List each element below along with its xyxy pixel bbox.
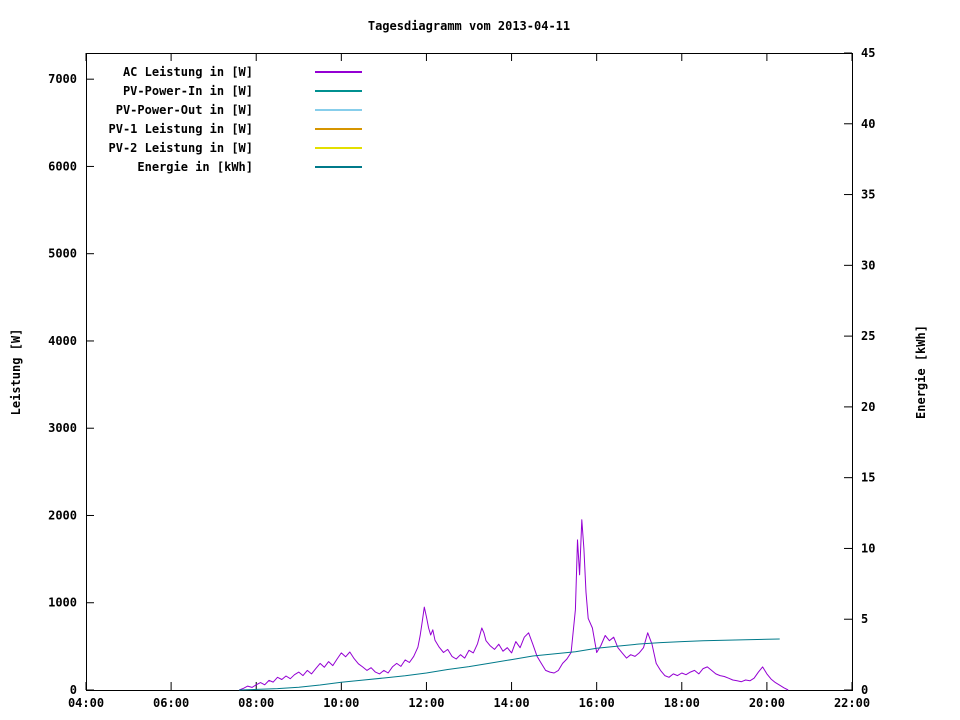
legend-item-line-sample [315, 127, 362, 130]
y-right-tick-label: 35 [861, 188, 875, 202]
y-left-tick-label: 1000 [48, 596, 77, 610]
y-right-tick-label: 30 [861, 258, 875, 272]
legend-item: PV-Power-Out in [W] [95, 100, 362, 119]
y-right-tick-label: 5 [861, 612, 868, 626]
series-ac-leistung-in-w [239, 519, 789, 691]
x-tick-label: 08:00 [238, 696, 274, 710]
legend-item-line-sample [315, 108, 362, 111]
y-left-tick-label: 7000 [48, 72, 77, 86]
x-tick-label: 20:00 [749, 696, 785, 710]
legend-item-label: Energie in [kWh] [137, 159, 253, 174]
y-right-tick-label: 15 [861, 471, 875, 485]
legend-item-label: PV-1 Leistung in [W] [108, 121, 254, 136]
legend-item-label: AC Leistung in [W] [122, 64, 253, 79]
plot-frame [86, 53, 853, 691]
x-tick-label: 18:00 [664, 696, 700, 710]
legend-item-line-sample [315, 165, 362, 168]
x-tick-label: 10:00 [323, 696, 359, 710]
legend-item-line-sample [315, 89, 362, 92]
legend-item: Energie in [kWh] [95, 157, 362, 176]
y-left-tick-label: 3000 [48, 421, 77, 435]
legend-item-label: PV-2 Leistung in [W] [108, 140, 254, 155]
y-left-tick-label: 0 [70, 683, 77, 697]
legend-item-line-sample [315, 146, 362, 149]
legend-item: PV-1 Leistung in [W] [95, 119, 362, 138]
y-right-tick-label: 20 [861, 400, 875, 414]
x-tick-label: 14:00 [493, 696, 529, 710]
legend-item-line-sample [315, 70, 362, 73]
legend-item: PV-2 Leistung in [W] [95, 138, 362, 157]
y-right-ticks: 0 5 10 15 20 25 30 35 40 45 [844, 46, 875, 697]
y-left-tick-label: 6000 [48, 159, 77, 173]
y-right-tick-label: 0 [861, 683, 868, 697]
y-left-tick-label: 2000 [48, 508, 77, 522]
y-right-tick-label: 10 [861, 541, 875, 555]
y-left-tick-label: 4000 [48, 334, 77, 348]
legend-item: AC Leistung in [W] [95, 62, 362, 81]
legend: AC Leistung in [W] PV-Power-In in [W] PV-P… [95, 62, 362, 176]
x-tick-label: 12:00 [408, 696, 444, 710]
legend-item-label: PV-Power-In in [W] [122, 83, 253, 98]
y-left-tick-label: 5000 [48, 247, 77, 261]
y-right-tick-label: 45 [861, 46, 875, 60]
series-energie-in-kwh [239, 638, 780, 691]
chart-title: Tagesdiagramm vom 2013-04-11 [367, 19, 571, 33]
series-lines [239, 519, 789, 691]
legend-item-label: PV-Power-Out in [W] [115, 102, 253, 117]
y-left-ticks: 0 1000 2000 3000 4000 5000 6000 7000 [48, 72, 94, 697]
x-axis-ticks: 04:00 06:00 08:00 10:00 12:00 14:00 16:00 18:00… [68, 53, 870, 710]
y-right-tick-label: 40 [861, 117, 875, 131]
x-tick-label: 06:00 [153, 696, 189, 710]
x-tick-label: 16:00 [579, 696, 615, 710]
x-tick-label: 04:00 [68, 696, 104, 710]
x-tick-label: 22:00 [834, 696, 870, 710]
y-right-tick-label: 25 [861, 329, 875, 343]
legend-item: PV-Power-In in [W] [95, 81, 362, 100]
